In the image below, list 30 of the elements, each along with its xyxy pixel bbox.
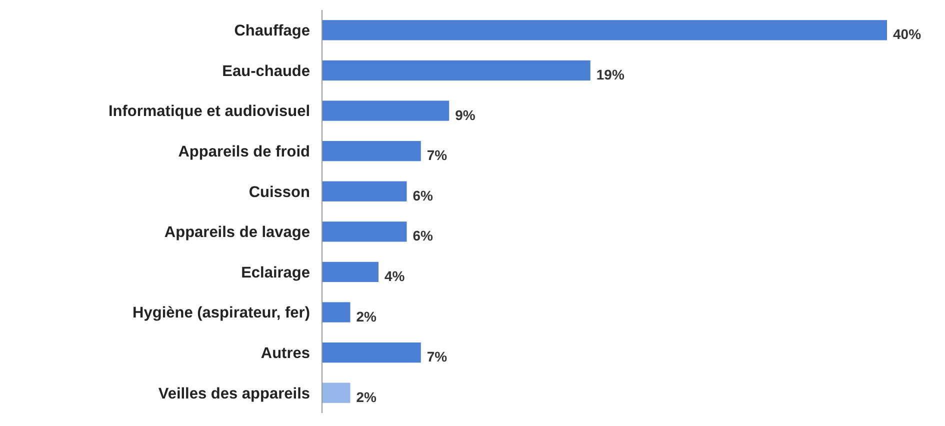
data-label: 7% — [426, 348, 448, 365]
data-label: 2% — [356, 308, 378, 324]
data-label: 40% — [893, 26, 922, 42]
bar — [322, 100, 450, 121]
bar — [322, 181, 407, 202]
data-label: 7% — [426, 147, 448, 164]
y-tick-label: Informatique et audiovisuel — [108, 103, 310, 120]
data-label: 6% — [412, 187, 434, 204]
y-tick-label: Autres — [260, 344, 310, 362]
bar — [322, 20, 887, 40]
data-label: 6% — [412, 228, 434, 244]
data-label: 19% — [596, 66, 625, 82]
bar — [322, 262, 378, 282]
bar — [322, 222, 407, 242]
y-tick-label: Hygiène (aspirateur, fer) — [132, 304, 310, 322]
y-tick-label: Eclairage — [241, 264, 310, 282]
y-tick-label: Appareils de lavage — [164, 224, 310, 242]
y-tick-label: Cuisson — [248, 184, 310, 201]
y-tick-label: Chauffage — [234, 22, 310, 40]
y-tick-label: Appareils de froid — [178, 143, 310, 160]
y-tick-label: Eau-chaude — [222, 62, 310, 80]
data-label: 4% — [384, 268, 406, 284]
bar — [322, 140, 421, 162]
data-label: 2% — [356, 388, 378, 405]
data-label: 9% — [455, 106, 476, 123]
bar — [322, 60, 590, 81]
y-tick-label: Veilles des appareils — [158, 385, 310, 402]
bar — [322, 302, 350, 322]
bar — [322, 382, 350, 403]
bar — [322, 342, 421, 363]
